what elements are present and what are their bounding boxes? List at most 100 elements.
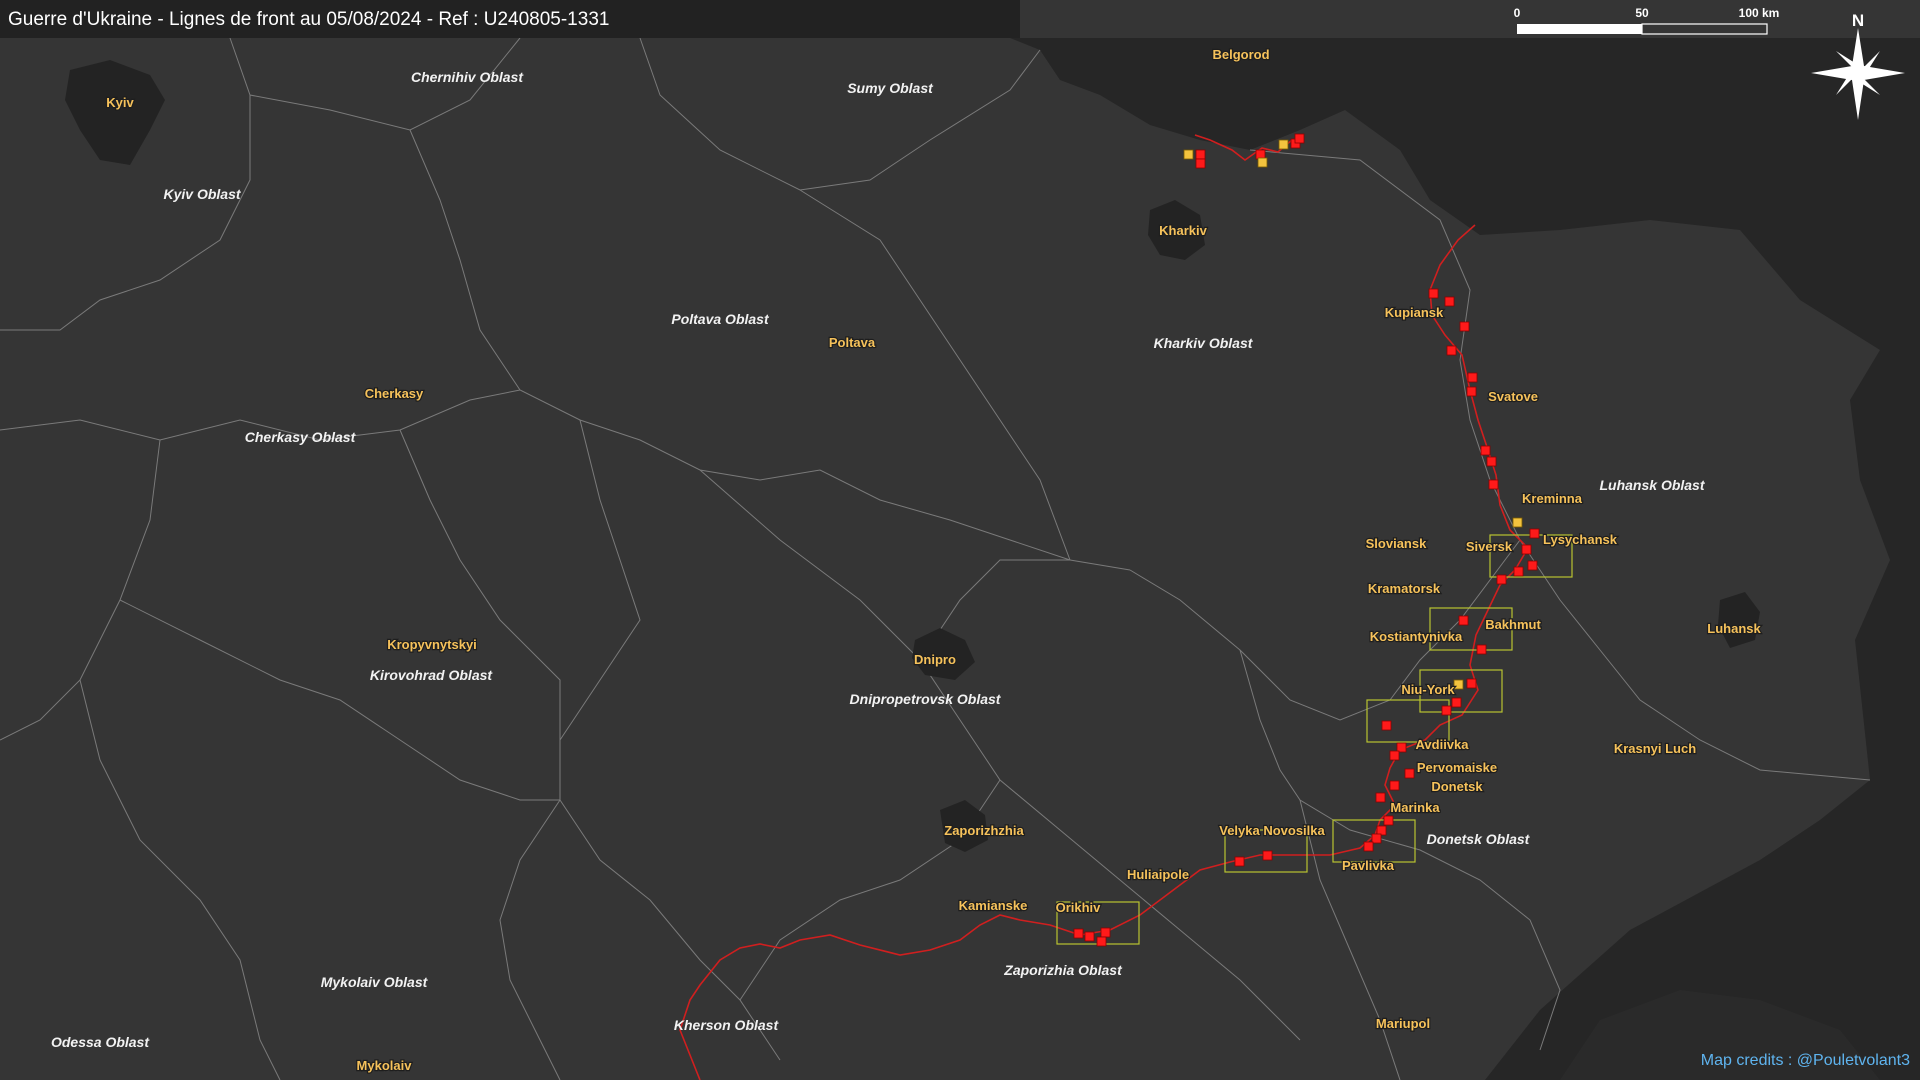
north-label: N <box>1852 11 1864 30</box>
attack-marker <box>1404 768 1415 779</box>
region-label: Luhansk Oblast <box>1599 477 1705 493</box>
city-label: Huliaipole <box>1127 867 1189 882</box>
city-label: Niu-York <box>1401 682 1455 697</box>
attack-marker <box>1375 792 1386 803</box>
map-title: Guerre d'Ukraine - Lignes de front au 05… <box>8 9 610 30</box>
region-label: Sumy Oblast <box>847 80 934 96</box>
region-label: Cherkasy Oblast <box>245 429 357 445</box>
city-areas <box>65 60 1760 852</box>
city-label: Lysychansk <box>1543 532 1618 547</box>
attack-marker <box>1486 456 1497 467</box>
region-label: Mykolaiv Oblast <box>321 974 429 990</box>
attack-marker <box>1195 158 1206 169</box>
focus-box-bakhmut <box>1429 607 1513 651</box>
compass-rose-icon: N <box>1811 11 1905 120</box>
attack-markers <box>1073 133 1540 947</box>
attack-marker <box>1262 850 1273 861</box>
city-label: Marinka <box>1390 800 1440 815</box>
russia-territory <box>1010 38 1920 1080</box>
city-label: Velyka Novosilka <box>1219 823 1325 838</box>
attack-marker <box>1521 544 1532 555</box>
city-label: Orikhiv <box>1056 900 1102 915</box>
attack-marker <box>1441 705 1452 716</box>
scale-bar-tick: 0 <box>1514 6 1521 20</box>
city-label: Pervomaiske <box>1417 760 1497 775</box>
city-label: Siversk <box>1466 539 1513 554</box>
map-credits[interactable]: Map credits : @Pouletvolant3 <box>1700 1052 1910 1069</box>
attack-marker <box>1467 372 1478 383</box>
other-marker <box>1512 517 1523 528</box>
city-label: Cherkasy <box>365 386 424 401</box>
focus-box-avdiivka <box>1366 699 1450 743</box>
attack-marker <box>1294 133 1305 144</box>
attack-marker <box>1513 566 1524 577</box>
city-label: Zaporizhzhia <box>944 823 1024 838</box>
other-marker <box>1278 139 1289 150</box>
attack-marker <box>1234 856 1245 867</box>
attack-marker <box>1396 742 1407 753</box>
scale-bar: 0 50 100 km <box>1514 6 1779 35</box>
attack-marker <box>1466 678 1477 689</box>
attack-marker <box>1480 445 1491 456</box>
city-label: Kramatorsk <box>1368 581 1441 596</box>
city-label: Donetsk <box>1431 779 1483 794</box>
attack-marker <box>1488 479 1499 490</box>
sea-of-azov <box>1560 990 1880 1080</box>
city-label: Kupiansk <box>1385 305 1444 320</box>
region-label: Poltava Oblast <box>671 311 770 327</box>
compass-star-diagonals <box>1836 51 1880 95</box>
attack-marker <box>1073 928 1084 939</box>
city-label: Kamianske <box>959 898 1028 913</box>
attack-marker <box>1096 936 1107 947</box>
scale-bar-filled-segment <box>1517 24 1642 34</box>
scale-bar-empty-segment <box>1641 23 1768 35</box>
region-label: Kherson Oblast <box>674 1017 780 1033</box>
focus-boxes <box>1056 534 1573 945</box>
focus-box-velyka-novosilka <box>1224 829 1308 873</box>
city-labels: Kyiv Belgorod Kharkiv Poltava Kupiansk S… <box>105 46 1763 1074</box>
region-label: Chernihiv Oblast <box>411 69 524 85</box>
attack-marker <box>1371 833 1382 844</box>
region-label: Dnipropetrovsk Oblast <box>850 691 1002 707</box>
other-marker <box>1257 157 1268 168</box>
city-label: Luhansk <box>1707 621 1761 636</box>
attack-marker <box>1458 615 1469 626</box>
attack-marker <box>1529 528 1540 539</box>
attack-marker <box>1466 386 1477 397</box>
city-label: Dnipro <box>914 652 956 667</box>
city-label: Kostiantynivka <box>1370 629 1463 644</box>
city-label: Pavlivka <box>1342 858 1395 873</box>
city-label: Poltava <box>829 335 876 350</box>
city-label: Krasnyi Luch <box>1614 741 1696 756</box>
city-label: Mykolaiv <box>357 1058 413 1073</box>
attack-marker <box>1084 931 1095 942</box>
city-label: Belgorod <box>1212 47 1269 62</box>
attack-marker <box>1381 720 1392 731</box>
city-label: Kyiv <box>106 95 134 110</box>
attack-marker <box>1383 815 1394 826</box>
attack-marker <box>1389 750 1400 761</box>
attack-marker <box>1459 321 1470 332</box>
attack-marker <box>1100 927 1111 938</box>
attack-marker <box>1451 697 1462 708</box>
focus-box-niu-york <box>1419 669 1503 713</box>
scale-bar-tick: 50 <box>1635 6 1649 20</box>
attack-marker <box>1444 296 1455 307</box>
city-label: Sloviansk <box>1366 536 1427 551</box>
city-label: Bakhmut <box>1485 617 1541 632</box>
city-label: Kreminna <box>1522 491 1583 506</box>
attack-marker <box>1428 288 1439 299</box>
title-bar: Guerre d'Ukraine - Lignes de front au 05… <box>0 0 1020 38</box>
region-label: Kharkiv Oblast <box>1154 335 1254 351</box>
attack-marker <box>1476 644 1487 655</box>
region-label: Kirovohrad Oblast <box>370 667 493 683</box>
city-label: Kharkiv <box>1159 223 1207 238</box>
attack-marker <box>1376 825 1387 836</box>
region-label: Donetsk Oblast <box>1427 831 1531 847</box>
city-label: Mariupol <box>1376 1016 1430 1031</box>
city-label: Avdiivka <box>1416 737 1470 752</box>
region-label: Kyiv Oblast <box>163 186 241 202</box>
focus-box-pavlivka <box>1332 819 1416 863</box>
city-label: Kropyvnytskyi <box>387 637 477 652</box>
